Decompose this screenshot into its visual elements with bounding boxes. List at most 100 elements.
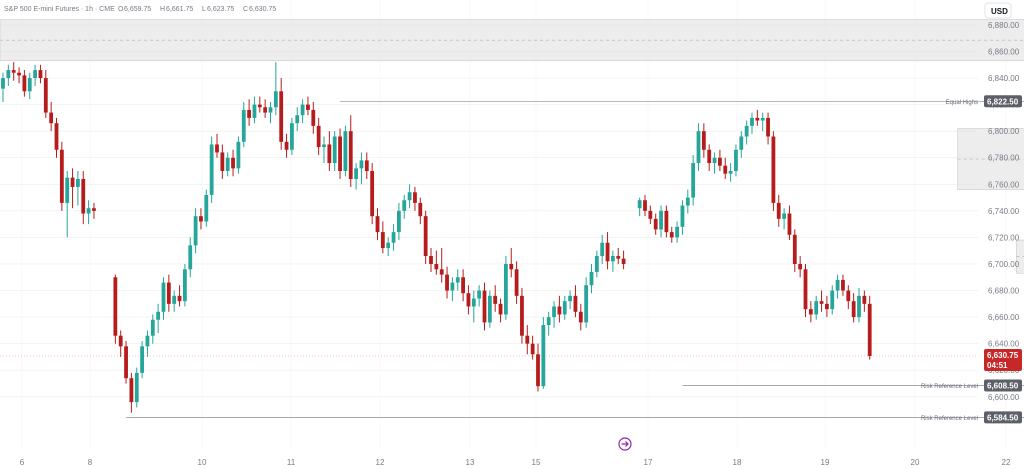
candle[interactable]	[220, 144, 225, 179]
candle[interactable]	[257, 96, 262, 113]
candle[interactable]	[482, 282, 487, 331]
candle-layer[interactable]	[1, 62, 872, 413]
candle[interactable]	[808, 301, 813, 323]
candle[interactable]	[429, 248, 433, 272]
candle[interactable]	[707, 144, 712, 172]
candle[interactable]	[17, 67, 21, 84]
candle[interactable]	[338, 128, 342, 179]
candle[interactable]	[573, 285, 578, 318]
candle[interactable]	[685, 189, 690, 214]
candle[interactable]	[696, 123, 701, 172]
candle[interactable]	[397, 202, 401, 241]
candle[interactable]	[589, 263, 594, 294]
candle[interactable]	[750, 112, 754, 134]
candle[interactable]	[188, 237, 193, 278]
candle[interactable]	[455, 269, 460, 291]
candle[interactable]	[375, 208, 380, 241]
candle[interactable]	[263, 99, 268, 118]
candle[interactable]	[739, 131, 744, 158]
candle[interactable]	[664, 205, 669, 238]
candle[interactable]	[504, 256, 508, 320]
candle[interactable]	[22, 70, 27, 97]
candle[interactable]	[231, 149, 235, 177]
candle[interactable]	[792, 229, 797, 272]
candle[interactable]	[423, 210, 428, 264]
candle[interactable]	[776, 194, 781, 227]
candle[interactable]	[327, 131, 332, 172]
candle[interactable]	[825, 295, 829, 318]
candle[interactable]	[653, 213, 658, 235]
candle[interactable]	[380, 221, 385, 254]
candle[interactable]	[49, 101, 54, 132]
candle[interactable]	[134, 367, 139, 408]
candle[interactable]	[311, 101, 316, 134]
candle[interactable]	[150, 314, 155, 344]
candle[interactable]	[466, 285, 471, 315]
candle[interactable]	[675, 221, 679, 243]
candle[interactable]	[439, 248, 444, 283]
candle[interactable]	[712, 152, 717, 174]
candle[interactable]	[204, 189, 209, 227]
candle[interactable]	[247, 99, 251, 126]
candle[interactable]	[295, 107, 300, 132]
candle[interactable]	[680, 200, 685, 235]
candle[interactable]	[284, 133, 289, 158]
candle[interactable]	[43, 70, 48, 118]
candle[interactable]	[145, 330, 150, 357]
candle[interactable]	[300, 99, 305, 124]
candle[interactable]	[209, 136, 214, 203]
candle[interactable]	[59, 141, 64, 211]
candle[interactable]	[846, 285, 851, 310]
candle[interactable]	[6, 64, 11, 87]
candle[interactable]	[359, 152, 364, 185]
candle[interactable]	[11, 62, 16, 81]
candle[interactable]	[803, 263, 808, 318]
candle[interactable]	[354, 163, 358, 190]
candle[interactable]	[129, 372, 134, 413]
candle[interactable]	[669, 226, 674, 243]
candle[interactable]	[541, 317, 546, 389]
candle[interactable]	[766, 112, 770, 145]
candle[interactable]	[643, 194, 647, 217]
candle[interactable]	[86, 200, 91, 225]
candle[interactable]	[461, 269, 465, 302]
candle[interactable]	[701, 123, 706, 158]
candle[interactable]	[225, 152, 230, 177]
candle[interactable]	[124, 341, 128, 384]
candle[interactable]	[316, 117, 321, 156]
candle[interactable]	[177, 285, 182, 307]
candle[interactable]	[332, 131, 337, 172]
candle[interactable]	[637, 197, 642, 217]
candle[interactable]	[621, 250, 626, 270]
candle[interactable]	[183, 263, 187, 307]
candle[interactable]	[306, 96, 310, 116]
candle[interactable]	[605, 232, 610, 270]
candle[interactable]	[54, 117, 59, 158]
candle[interactable]	[402, 194, 407, 219]
candle[interactable]	[81, 171, 86, 225]
candle[interactable]	[241, 101, 246, 148]
candle[interactable]	[584, 277, 589, 328]
candle[interactable]	[322, 136, 326, 164]
candle[interactable]	[798, 256, 803, 278]
candle[interactable]	[718, 149, 722, 172]
candle[interactable]	[140, 341, 144, 379]
candle[interactable]	[851, 293, 856, 323]
candle[interactable]	[578, 303, 583, 331]
candle[interactable]	[70, 168, 75, 209]
goto-realtime-icon[interactable]	[618, 437, 632, 451]
candle[interactable]	[161, 277, 166, 320]
candle[interactable]	[723, 157, 728, 179]
candle[interactable]	[509, 248, 514, 278]
candle[interactable]	[27, 72, 32, 100]
candle[interactable]	[787, 205, 792, 241]
candle[interactable]	[348, 115, 353, 187]
candle[interactable]	[862, 290, 867, 312]
candle[interactable]	[445, 266, 449, 299]
candle[interactable]	[199, 208, 203, 230]
candle[interactable]	[536, 343, 540, 392]
candle[interactable]	[290, 117, 294, 156]
candle[interactable]	[867, 295, 872, 360]
candle[interactable]	[386, 237, 391, 257]
